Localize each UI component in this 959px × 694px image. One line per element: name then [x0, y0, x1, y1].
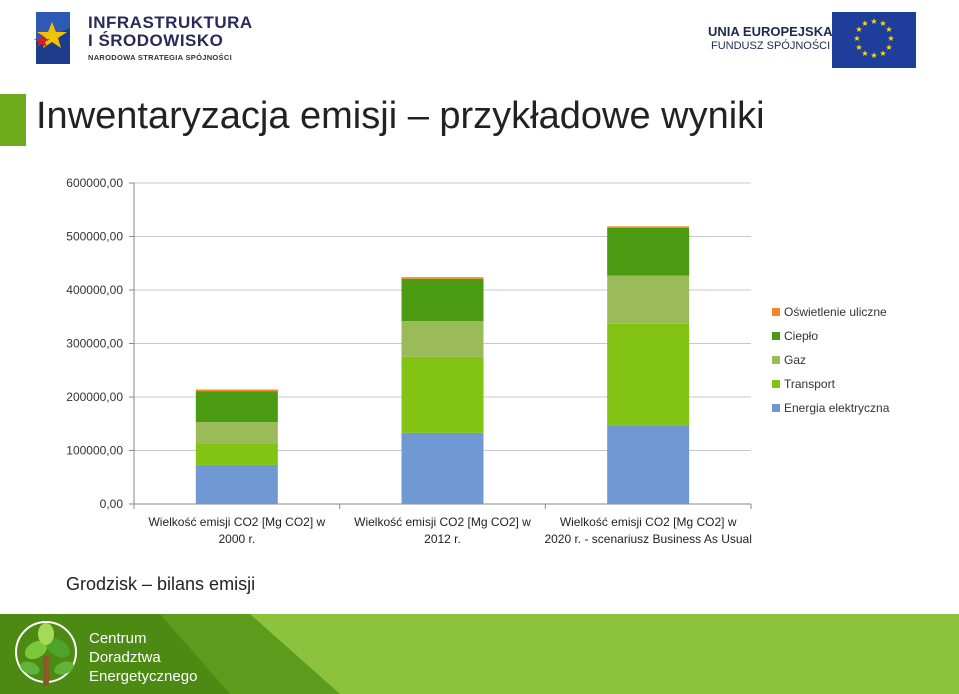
footer: Centrum Doradztwa Energetycznego	[0, 614, 959, 694]
category-label: 2000 r.	[218, 532, 255, 546]
category-label: 2012 r.	[424, 532, 461, 546]
y-tick-label: 400000,00	[66, 283, 123, 297]
legend-swatch	[772, 380, 780, 388]
bar-segment	[195, 391, 278, 423]
stacked-bar-chart: 0,00 100000,00 200000,00 300000,00 400000,00…	[66, 176, 890, 546]
logo-left-line3: NARODOWA STRATEGIA SPÓJNOŚCI	[88, 53, 232, 62]
y-tick-label: 100000,00	[66, 444, 123, 458]
bar-segment	[607, 275, 690, 324]
eu-flag-icon: ★ ★★ ★★★ ★★★ ★★★	[832, 12, 916, 68]
bar-segment	[401, 432, 484, 504]
legend-entry: Energia elektryczna	[784, 401, 890, 415]
svg-text:★: ★	[879, 19, 886, 28]
svg-text:★: ★	[885, 25, 892, 34]
svg-text:★: ★	[885, 43, 892, 52]
svg-text:★: ★	[870, 17, 877, 26]
category-label: Wielkość emisji CO2 [Mg CO2] w	[148, 515, 325, 529]
svg-text:★: ★	[855, 25, 862, 34]
legend-swatch	[772, 332, 780, 340]
y-tick-label: 500000,00	[66, 230, 123, 244]
legend-swatch	[772, 404, 780, 412]
legend-entry: Gaz	[784, 353, 806, 367]
eu-logo: UNIA EUROPEJSKA FUNDUSZ SPÓJNOŚCI ★ ★ ★ ★ ★…	[708, 10, 918, 70]
star-flag-icon	[34, 12, 70, 64]
legend-swatch	[772, 308, 780, 316]
svg-text:★: ★	[887, 34, 894, 43]
chart-subtitle: Grodzisk – bilans emisji	[66, 574, 256, 594]
bar-segment	[401, 356, 484, 433]
bar-segment	[195, 389, 278, 392]
svg-text:★: ★	[861, 19, 868, 28]
bar-segment	[401, 277, 484, 279]
y-tick-label: 300000,00	[66, 337, 123, 351]
bar-segment	[607, 226, 690, 228]
bars	[195, 226, 690, 504]
title-accent-bar	[0, 94, 26, 146]
legend-swatch	[772, 356, 780, 364]
y-tick-label: 0,00	[100, 497, 124, 511]
category-label: Wielkość emisji CO2 [Mg CO2] w	[354, 515, 531, 529]
category-label: 2020 r. - scenariusz Business As Usual	[544, 532, 751, 546]
legend-entry: Ciepło	[784, 329, 818, 343]
bar-segment	[195, 443, 278, 465]
bar-segment	[607, 323, 690, 426]
bar-segment	[607, 425, 690, 504]
legend: Oświetlenie uliczne Ciepło Gaz Transport Ene…	[772, 305, 890, 415]
infrastruktura-logo: INFRASTRUKTURA I ŚRODOWISKO NARODOWA STR…	[30, 8, 270, 68]
svg-text:★: ★	[870, 51, 877, 60]
page-title: Inwentaryzacja emisji – przykładowe wyni…	[36, 95, 765, 137]
y-tick-label: 200000,00	[66, 390, 123, 404]
svg-text:★: ★	[879, 49, 886, 58]
footer-line2: Doradztwa	[89, 649, 161, 666]
axes: 0,00 100000,00 200000,00 300000,00 400000,00…	[66, 176, 752, 511]
logo-left-line2: I ŚRODOWISKO	[88, 31, 224, 50]
svg-text:★: ★	[853, 34, 860, 43]
legend-entry: Oświetlenie uliczne	[784, 305, 887, 319]
category-label: Wielkość emisji CO2 [Mg CO2] w	[560, 515, 737, 529]
bar-segment	[401, 321, 484, 357]
svg-text:★: ★	[855, 43, 862, 52]
logo-right-line2: FUNDUSZ SPÓJNOŚCI	[711, 40, 831, 52]
bar-segment	[607, 227, 690, 276]
footer-line1: Centrum	[89, 630, 147, 647]
leaf-logo-icon	[15, 621, 77, 686]
bar-segment	[401, 278, 484, 322]
logo-left-line1: INFRASTRUKTURA	[88, 13, 253, 32]
footer-line3: Energetycznego	[89, 668, 198, 685]
legend-entry: Transport	[784, 377, 836, 391]
bar-segment	[195, 464, 278, 504]
bar-segment	[195, 422, 278, 444]
category-labels: Wielkość emisji CO2 [Mg CO2] w 2000 r. Wie…	[148, 515, 751, 546]
logo-right-line1: UNIA EUROPEJSKA	[708, 24, 833, 39]
y-tick-label: 600000,00	[66, 176, 123, 190]
svg-text:★: ★	[861, 49, 868, 58]
